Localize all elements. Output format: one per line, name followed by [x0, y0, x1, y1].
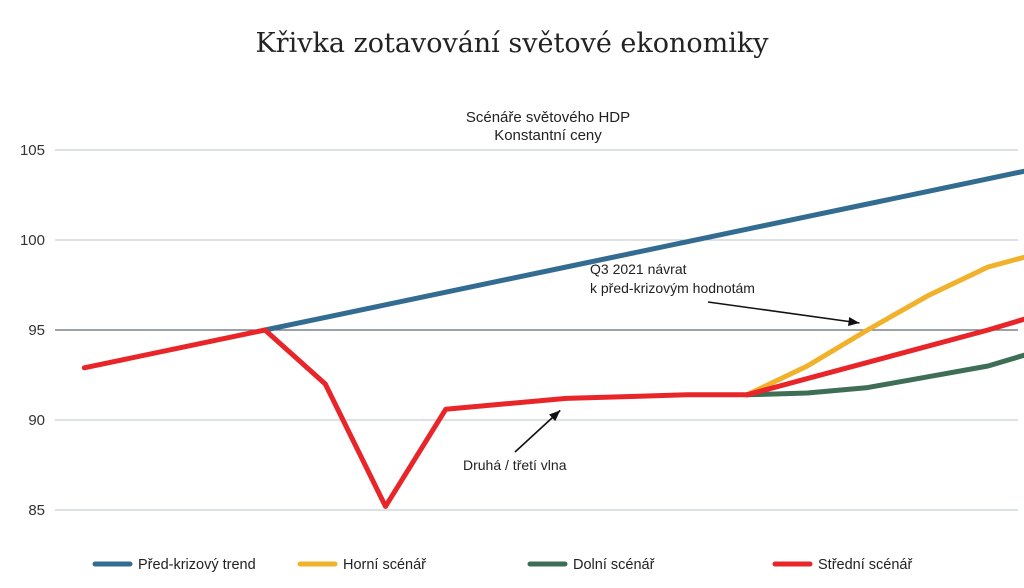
gridlines: [55, 149, 1018, 511]
series-line-2: [744, 254, 1024, 398]
legend-label: Horní scénář: [343, 557, 427, 573]
chart-title: Křivka zotavování světové ekonomiky: [256, 28, 770, 59]
y-tick-label: 95: [28, 322, 45, 339]
legend-label: Před-krizový trend: [138, 557, 256, 573]
legend-label: Dolní scénář: [573, 557, 656, 573]
legend: Před-krizový trend Horní scénář Dolní scén…: [92, 557, 913, 573]
annotations: Q3 2021 návrat k před-krizovým hodnotám Dr…: [463, 261, 860, 473]
annotation-arrowhead: [549, 410, 561, 422]
annotation-q3-2021-text: Q3 2021 návrat: [590, 261, 687, 277]
series-line-4: [81, 316, 1024, 509]
legend-label: Střední scénář: [818, 557, 913, 573]
y-tick-label: 90: [28, 412, 45, 429]
y-axis: 85 90 95 100 105: [20, 142, 45, 519]
y-tick-label: 85: [28, 502, 45, 519]
annotation-wave-text: Druhá / třetí vlna: [463, 457, 567, 473]
chart-subtitle-line-1: Scénáře světového HDP: [466, 109, 630, 126]
annotation-arrow: [707, 301, 860, 324]
series-line-3: [744, 352, 1024, 398]
y-tick-label: 100: [20, 232, 45, 249]
annotation-arrowhead: [847, 317, 860, 326]
series-line-1: [262, 168, 1024, 333]
series-group: [81, 168, 1024, 509]
y-tick-label: 105: [20, 142, 45, 159]
annotation-q3-2021-text: k před-krizovým hodnotám: [590, 280, 755, 296]
chart-subtitle-line-2: Konstantní ceny: [494, 127, 602, 144]
